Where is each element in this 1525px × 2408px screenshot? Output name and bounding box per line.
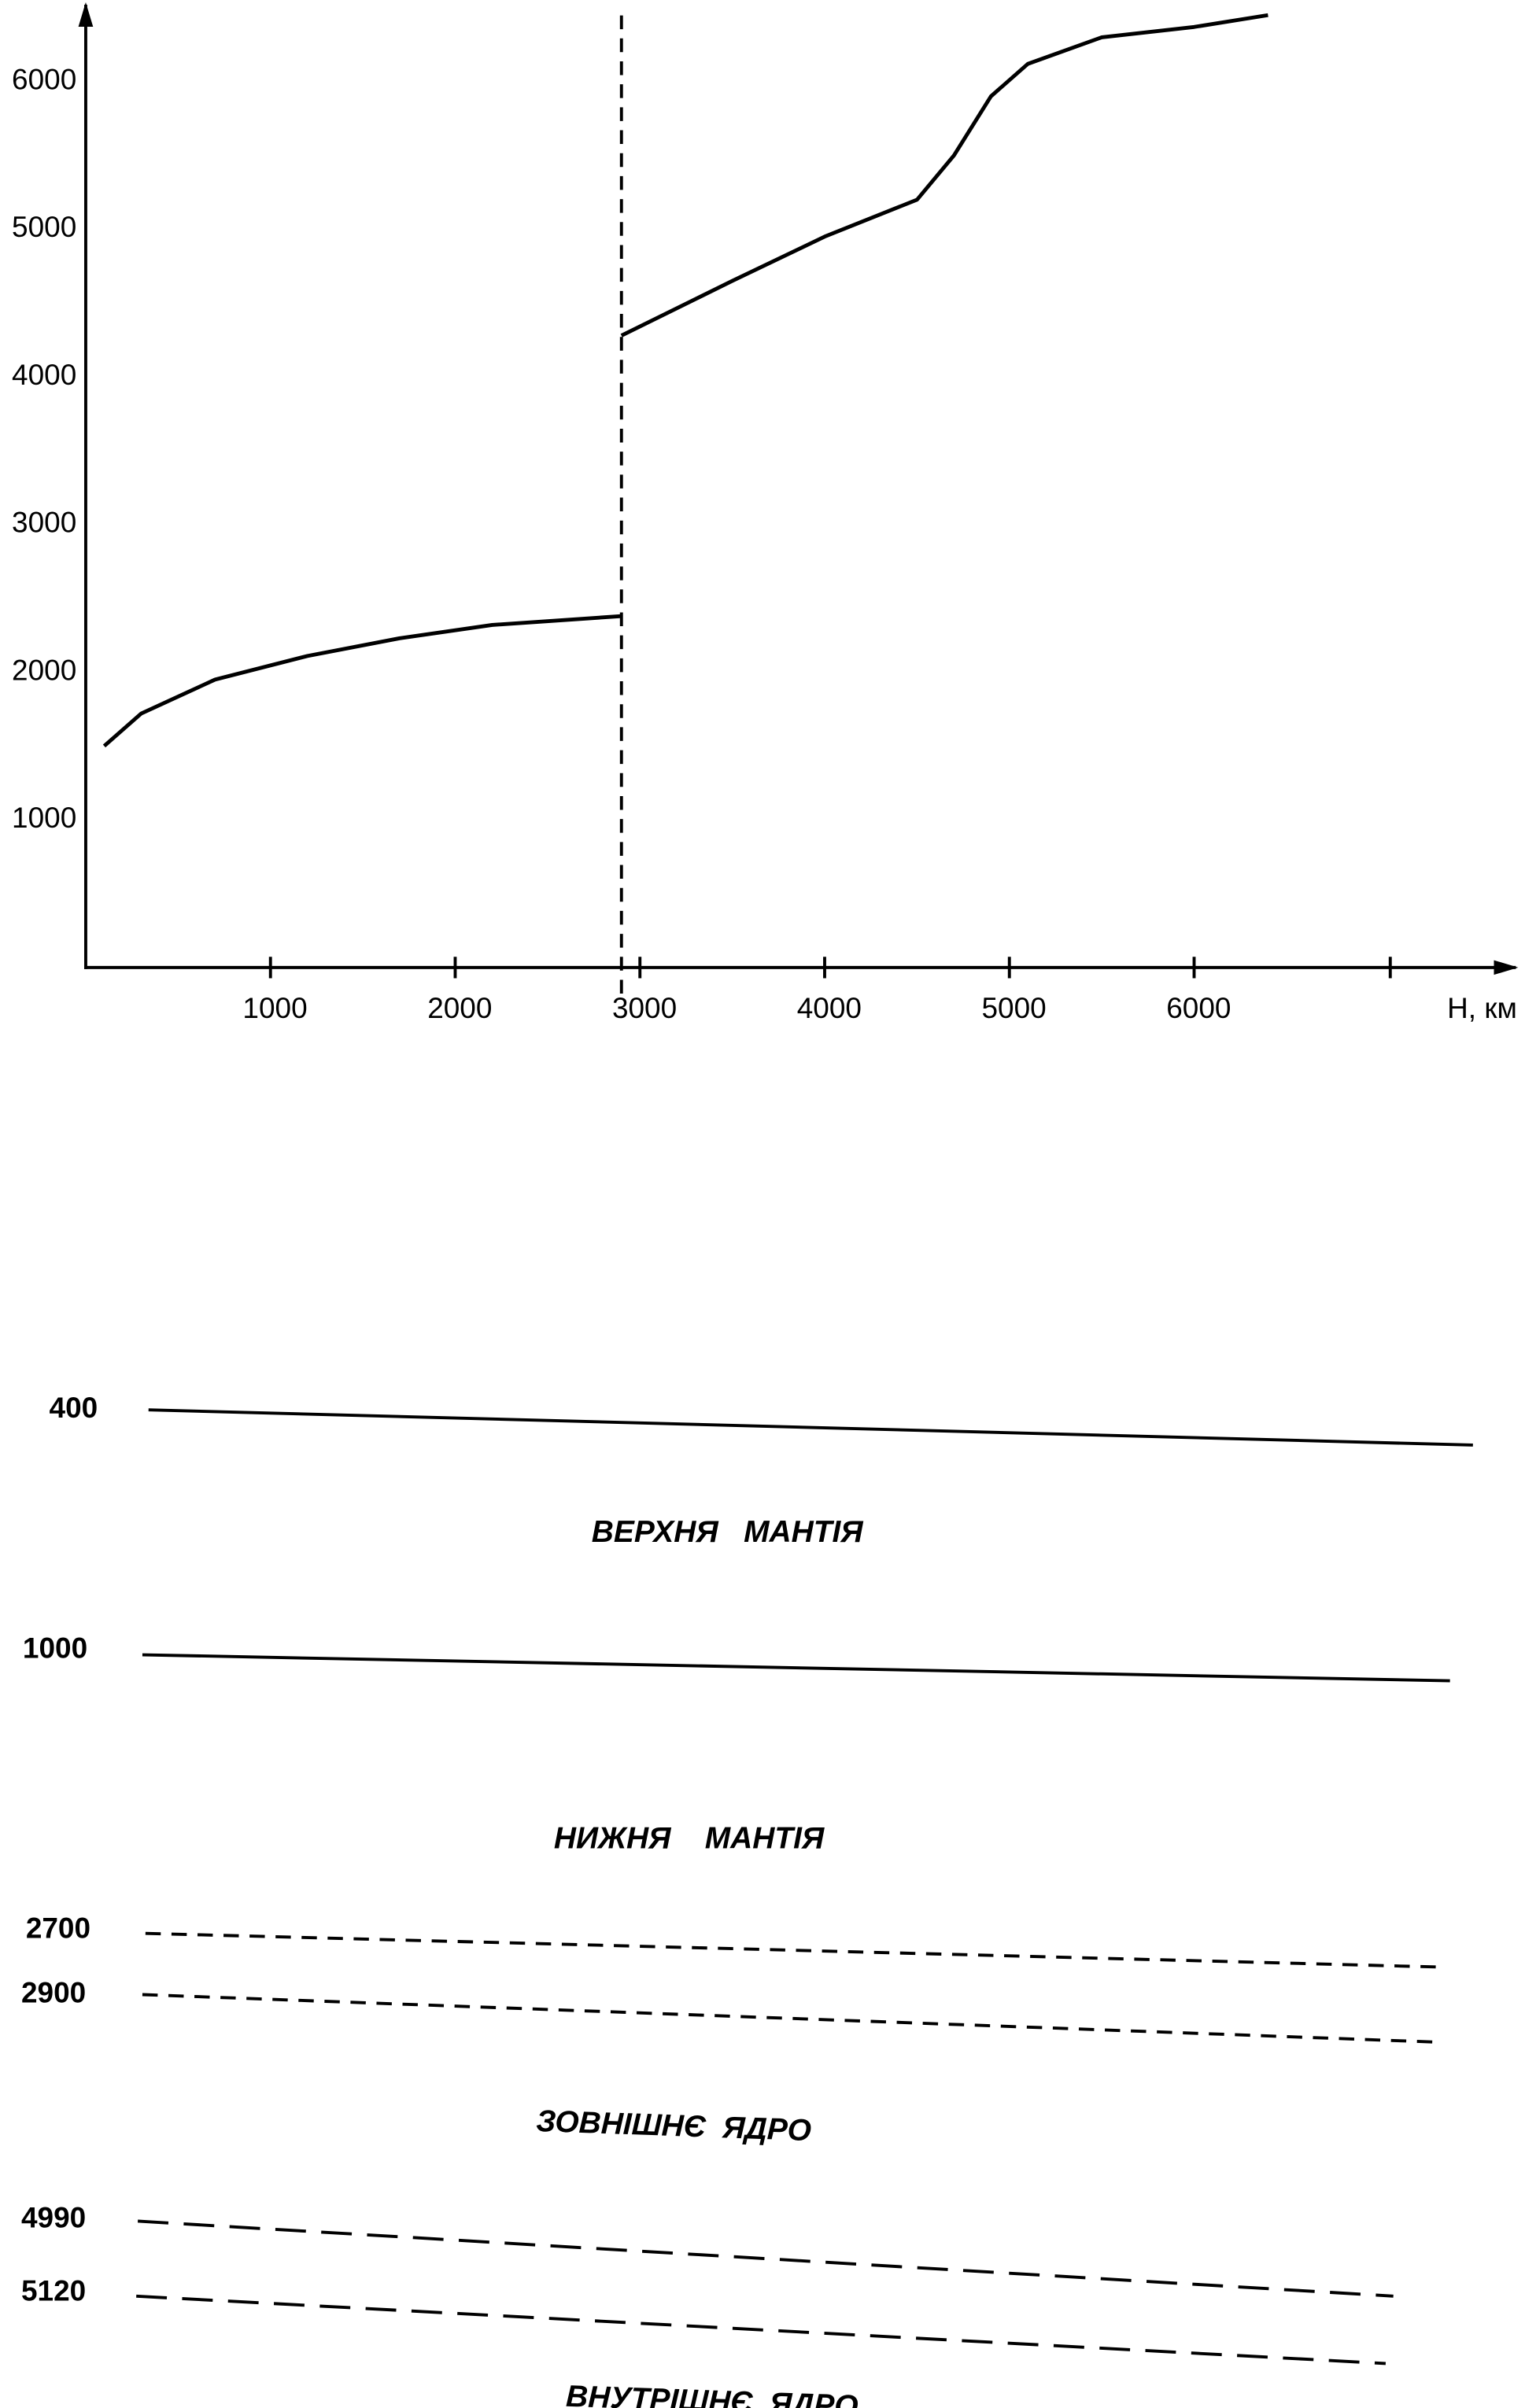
y-tick-label: 5000 <box>12 211 76 243</box>
boundary-long-dashed <box>136 2294 1387 2366</box>
y-tick-label: 2000 <box>12 654 76 686</box>
x-tick-label: 6000 <box>1166 992 1231 1024</box>
y-tick-label: 1000 <box>12 802 76 834</box>
layer-name: ВНУТРІШНЄ ЯДРО <box>565 2380 859 2408</box>
y-tick-label: 4000 <box>12 359 76 391</box>
boundary-dashed <box>145 1931 1440 1969</box>
data-line <box>102 614 622 748</box>
boundary-long-dashed <box>138 2219 1394 2298</box>
x-tick-label: 4000 <box>797 992 862 1024</box>
depth-label: 1000 <box>23 1632 87 1664</box>
y-tick-label: 6000 <box>12 63 76 95</box>
layer-name: ВЕРХНЯ МАНТІЯ <box>592 1515 865 1549</box>
depth-label: 400 <box>50 1392 98 1424</box>
y-tick-label: 3000 <box>12 507 76 539</box>
x-tick-label: 3000 <box>612 992 677 1024</box>
data-line <box>620 13 1268 337</box>
x-tick-label: 1000 <box>242 992 307 1024</box>
layer-name: ЗОВНІШНЄ ЯДРО <box>536 2104 812 2148</box>
depth-label: 4990 <box>21 2201 86 2233</box>
x-axis-label: H, км <box>1447 992 1517 1024</box>
x-tick-label: 2000 <box>427 992 492 1024</box>
boundary-dashed <box>142 1993 1435 2044</box>
depth-label: 2900 <box>21 1976 86 2008</box>
depth-label: 5120 <box>21 2275 86 2307</box>
layer-name: НИЖНЯ МАНТІЯ <box>554 1821 825 1855</box>
boundary-solid <box>148 1408 1473 1447</box>
x-tick-label: 5000 <box>981 992 1046 1024</box>
boundary-solid <box>142 1653 1450 1683</box>
depth-label: 2700 <box>26 1912 90 1945</box>
